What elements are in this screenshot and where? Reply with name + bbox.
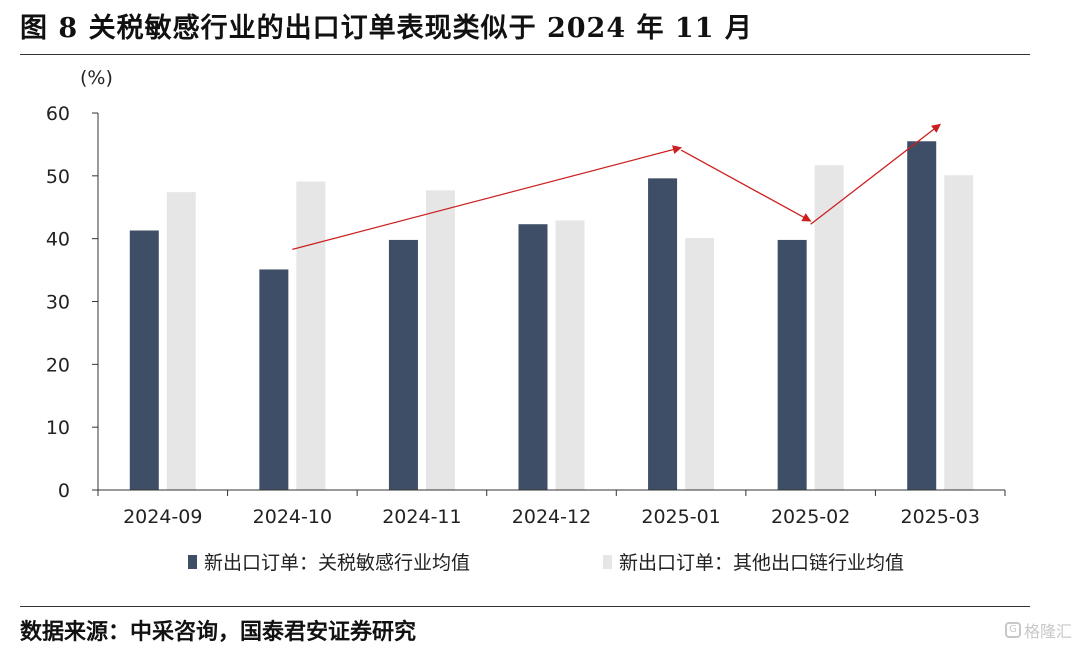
y-tick-label: 60 — [46, 103, 70, 125]
y-tick-label: 10 — [46, 417, 70, 439]
source-note: 数据来源：中采咨询，国泰君安证券研究 — [20, 619, 417, 645]
x-tick-label: 2025-01 — [641, 506, 720, 528]
bar-series-1-2025-03 — [907, 141, 937, 490]
x-tick-label: 2024-10 — [253, 506, 332, 528]
y-axis-unit-label: (%) — [80, 67, 113, 89]
trend-arrow — [292, 145, 682, 250]
y-tick-label: 0 — [58, 480, 70, 502]
bar-series-2-2025-03 — [944, 175, 974, 490]
y-tick-label: 20 — [46, 354, 70, 376]
bar-series-2-2025-02 — [814, 165, 844, 490]
watermark: G 格隆汇 — [1004, 618, 1072, 642]
legend-swatch-1 — [188, 555, 197, 569]
x-tick-label: 2024-12 — [512, 506, 591, 528]
bar-series-2-2024-09 — [166, 192, 196, 491]
figure-title: 图 8 关税敏感行业的出口订单表现类似于 2024 年 11 月 — [20, 13, 753, 44]
bar-series-1-2024-12 — [518, 224, 548, 490]
watermark-logo-icon: G — [1004, 622, 1021, 638]
bar-series-2-2024-11 — [425, 190, 455, 490]
bar-series-1-2025-01 — [648, 178, 678, 490]
watermark-text: 格隆汇 — [1023, 622, 1072, 641]
bar-series-1-2024-09 — [129, 230, 159, 490]
bars — [129, 141, 974, 491]
y-tick-label: 30 — [46, 292, 70, 314]
x-axis: 2024-09 2024-10 2024-11 2024-12 2025-01 2025-… — [97, 489, 1006, 528]
x-tick-label: 2024-09 — [123, 506, 202, 528]
trend-arrow — [810, 123, 941, 225]
bar-series-1-2024-11 — [388, 239, 418, 490]
legend-swatch-2 — [603, 555, 612, 569]
bar-series-2-2024-12 — [555, 220, 585, 490]
y-tick-label: 50 — [46, 166, 70, 188]
legend-label-1: 新出口订单：关税敏感行业均值 — [204, 552, 470, 574]
legend: 新出口订单：关税敏感行业均值 新出口订单：其他出口链行业均值 — [188, 552, 904, 574]
x-tick-label: 2025-02 — [771, 506, 850, 528]
legend-label-2: 新出口订单：其他出口链行业均值 — [619, 552, 904, 574]
bar-series-1-2025-02 — [777, 239, 807, 490]
bar-series-2-2025-01 — [685, 238, 715, 490]
top-rule — [20, 54, 1030, 55]
bottom-rule — [20, 606, 1030, 607]
y-axis: 0 10 20 30 40 50 60 — [46, 103, 99, 502]
bar-series-2-2024-10 — [296, 181, 326, 490]
trend-arrow — [680, 149, 812, 222]
y-tick-label: 40 — [46, 229, 70, 251]
x-tick-label: 2025-03 — [901, 506, 980, 528]
bar-series-1-2024-10 — [259, 269, 289, 490]
x-tick-label: 2024-11 — [382, 506, 461, 528]
trend-arrows — [292, 123, 941, 250]
